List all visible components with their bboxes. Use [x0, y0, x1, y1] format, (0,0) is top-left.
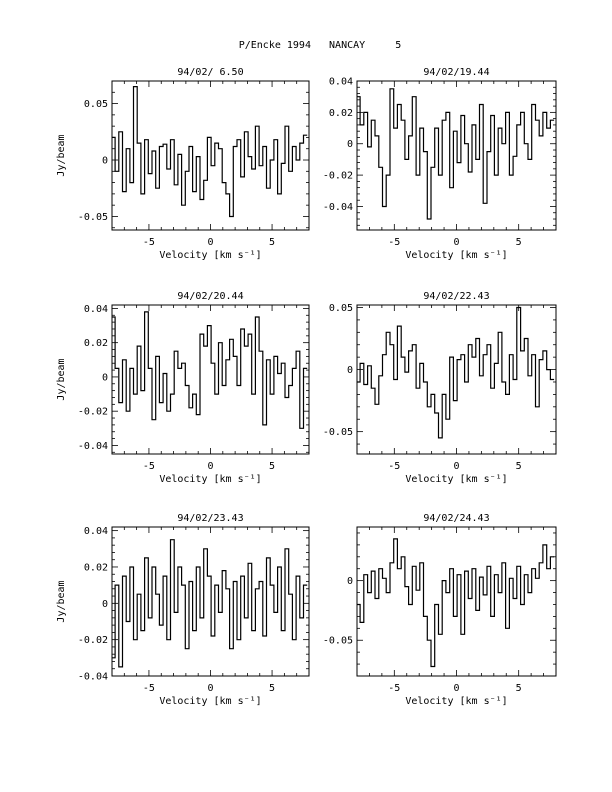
- x-tick-label: -5: [143, 237, 155, 248]
- spectrum-line: [112, 539, 308, 668]
- y-tick-label: 0.05: [84, 99, 108, 110]
- spectrum-line: [357, 306, 555, 439]
- panel-title: 94/02/ 6.50: [177, 67, 243, 78]
- y-tick-label: -0.05: [78, 212, 108, 223]
- x-tick-label: 5: [269, 237, 275, 248]
- y-tick-label: -0.05: [323, 636, 353, 647]
- panels-group: 94/02/ 6.50 -5 0 5 -0.05 0 0.05 Velocity [km s⁻…: [56, 67, 557, 707]
- y-tick-label: 0: [102, 599, 108, 610]
- y-tick-label: 0.04: [329, 77, 353, 88]
- panel-title: 94/02/19.44: [423, 67, 489, 78]
- panel-2: 94/02/19.44 -5 0 5 -0.04 -0.02 0 0.02 0.04 Veloci…: [323, 67, 557, 261]
- x-axis-label: Velocity [km s⁻¹]: [405, 696, 507, 707]
- y-tick-label: -0.02: [78, 407, 108, 418]
- x-tick-label: 5: [269, 461, 275, 472]
- figure-title: P/Encke 1994 NANCAY 5: [239, 40, 402, 51]
- panel-1: 94/02/ 6.50 -5 0 5 -0.05 0 0.05 Velocity [km s⁻…: [56, 67, 310, 261]
- y-tick-label: 0.04: [84, 304, 108, 315]
- x-tick-label: 0: [453, 237, 459, 248]
- x-axis-label: Velocity [km s⁻¹]: [405, 474, 507, 485]
- x-axis-label: Velocity [km s⁻¹]: [159, 250, 261, 261]
- y-tick-label: -0.02: [78, 635, 108, 646]
- y-tick-label: 0: [102, 372, 108, 383]
- panel-5: 94/02/23.43 -5 0 5 -0.04 -0.02 0 0.02 0.04 Veloci…: [56, 513, 310, 707]
- y-tick-label: -0.05: [323, 427, 353, 438]
- panel-title: 94/02/20.44: [177, 291, 243, 302]
- panel-6: 94/02/24.43 -5 0 5 -0.05 0 Velocity [km s⁻¹]: [323, 513, 557, 707]
- panel-title: 94/02/22.43: [423, 291, 489, 302]
- y-tick-label: -0.04: [78, 441, 108, 452]
- x-tick-label: 0: [207, 683, 213, 694]
- panel-3: 94/02/20.44 -5 0 5 -0.04 -0.02 0 0.02 0.04 Veloci…: [56, 291, 310, 485]
- panel-title: 94/02/23.43: [177, 513, 243, 524]
- spectrum-line: [112, 86, 308, 218]
- y-tick-label: 0.02: [84, 562, 108, 573]
- x-tick-label: 5: [516, 461, 522, 472]
- y-axis-label: Jy/beam: [56, 358, 67, 400]
- y-tick-label: -0.04: [78, 672, 108, 683]
- y-tick-label: 0.02: [329, 108, 353, 119]
- spectrum-line: [357, 538, 555, 668]
- y-tick-label: -0.02: [323, 171, 353, 182]
- y-tick-label: -0.04: [323, 202, 353, 213]
- panel-title: 94/02/24.43: [423, 513, 489, 524]
- y-tick-label: 0.05: [329, 303, 353, 314]
- x-tick-label: 5: [269, 683, 275, 694]
- x-tick-label: -5: [388, 237, 400, 248]
- x-tick-label: -5: [143, 461, 155, 472]
- y-axis-label: Jy/beam: [56, 134, 67, 176]
- y-tick-label: 0: [102, 156, 108, 167]
- y-tick-label: 0: [347, 365, 353, 376]
- y-tick-label: 0.02: [84, 338, 108, 349]
- x-tick-label: -5: [143, 683, 155, 694]
- x-axis-label: Velocity [km s⁻¹]: [159, 696, 261, 707]
- x-axis-label: Velocity [km s⁻¹]: [405, 250, 507, 261]
- y-tick-label: 0.04: [84, 526, 108, 537]
- y-tick-label: 0: [347, 139, 353, 150]
- x-tick-label: 0: [207, 461, 213, 472]
- spectrum-line: [357, 88, 555, 220]
- x-tick-label: -5: [388, 683, 400, 694]
- x-tick-label: -5: [388, 461, 400, 472]
- spectrum-line: [112, 311, 308, 429]
- x-axis-label: Velocity [km s⁻¹]: [159, 474, 261, 485]
- x-tick-label: 0: [207, 237, 213, 248]
- panel-4: 94/02/22.43 -5 0 5 -0.05 0 0.05 Velocity [km s⁻…: [323, 291, 557, 485]
- x-tick-label: 0: [453, 461, 459, 472]
- x-tick-label: 5: [516, 683, 522, 694]
- x-tick-label: 0: [453, 683, 459, 694]
- x-tick-label: 5: [516, 237, 522, 248]
- y-tick-label: 0: [347, 576, 353, 587]
- y-axis-label: Jy/beam: [56, 580, 67, 622]
